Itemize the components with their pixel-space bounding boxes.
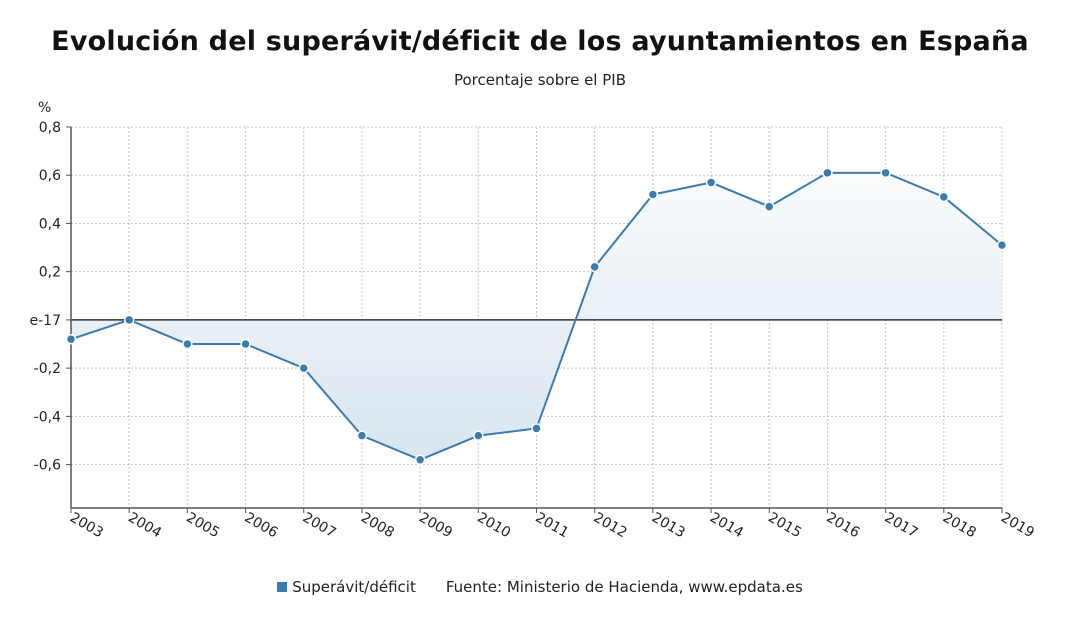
x-tick-label: 2005 [183,510,222,542]
data-point [123,314,135,326]
x-tick-label: 2017 [882,510,921,542]
data-point [356,430,368,441]
x-tick-label: 2010 [474,510,513,542]
y-tick-label: 0,6 [39,168,61,184]
x-tick-label: 2016 [823,510,862,542]
x-tick-label: 2012 [591,510,630,542]
x-tick-label: 2006 [242,510,281,542]
x-tick-label: 2011 [533,510,572,542]
y-axis-unit: % [38,100,51,116]
x-tick-label: 2003 [67,510,106,542]
data-point [647,189,659,200]
x-tick-label: 2007 [300,510,339,542]
y-tick-label: e-17 [30,313,61,329]
x-tick-label: 2019 [998,510,1037,542]
data-point [938,191,950,203]
chart-title: Evolución del superávit/déficit de los a… [51,26,1029,57]
axes [66,126,1003,513]
data-point [589,261,600,273]
data-points [65,167,1008,466]
x-tick-label: 2009 [416,510,455,542]
legend-swatch [277,582,288,592]
chart-subtitle: Porcentaje sobre el PIB [453,71,627,89]
legend: Superávit/déficit Fuente: Ministerio de H… [0,578,1080,596]
y-tick-label: -0,6 [34,458,61,474]
data-point [414,454,426,466]
data-point [996,239,1008,251]
data-point [880,167,891,179]
data-point [764,201,775,212]
x-tick-label: 2008 [358,510,397,542]
series-area [71,172,1002,460]
data-point [531,423,542,434]
x-tick-label: 2015 [765,510,804,542]
data-point [182,338,193,350]
data-point [65,333,77,345]
data-point [705,177,717,188]
data-point [240,338,251,350]
data-point [473,430,484,441]
y-tick-label: -0,2 [34,361,61,377]
area-fill [71,172,1002,460]
x-tick-label: 2018 [940,510,979,542]
y-tick-label: 0,2 [39,265,61,281]
y-tick-label: 0,8 [39,120,61,136]
data-point [298,362,309,374]
x-tick-label: 2014 [707,510,746,542]
data-point [822,167,833,179]
x-tick-label: 2013 [649,510,688,542]
y-tick-label: 0,4 [39,216,61,232]
x-tick-label: 2004 [125,510,164,542]
legend-series-label: Superávit/déficit [292,578,416,596]
y-tick-label: -0,4 [34,409,61,425]
source-note: Fuente: Ministerio de Hacienda, www.epda… [445,578,803,596]
